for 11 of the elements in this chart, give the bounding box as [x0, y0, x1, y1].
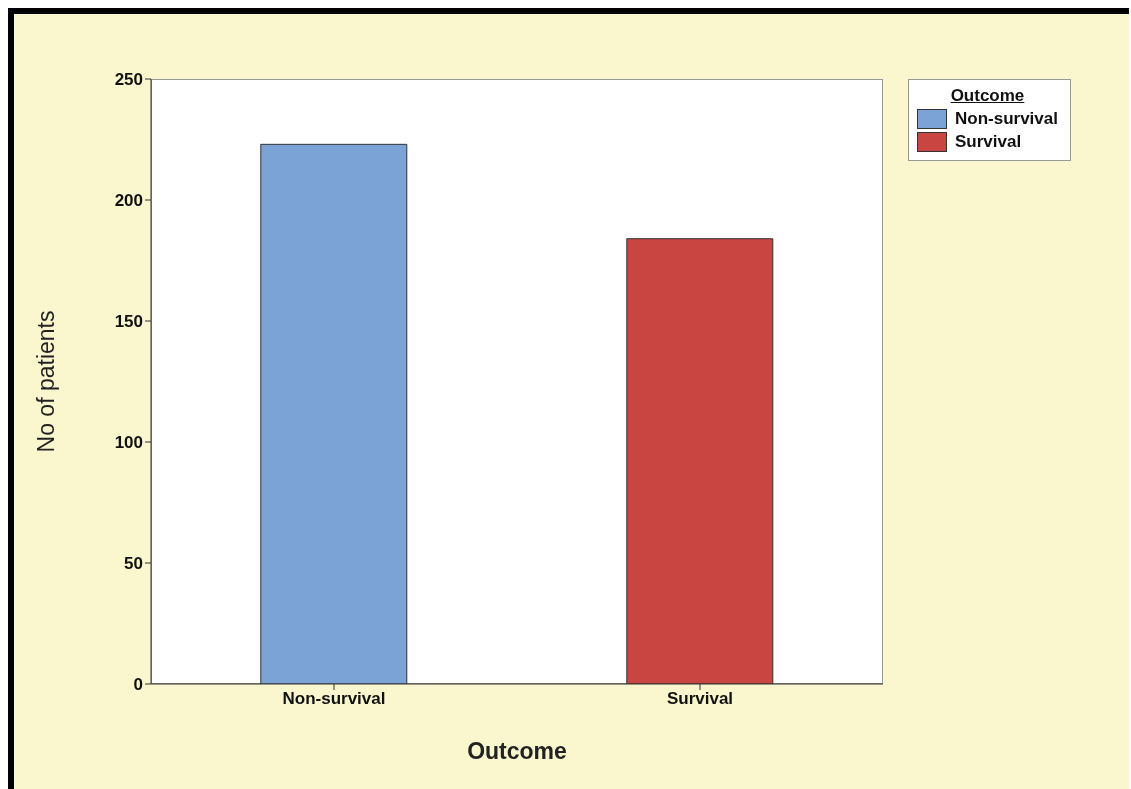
y-tick-label: 200 [114, 191, 143, 211]
y-tick-label: 100 [114, 433, 143, 453]
legend-label: Survival [955, 132, 1022, 152]
legend-label: Non-survival [955, 109, 1058, 129]
y-tick-label: 150 [114, 312, 143, 332]
x-axis-title: Outcome [467, 738, 567, 764]
y-axis-title: No of patients [33, 310, 60, 453]
y-tick-label: 250 [114, 70, 143, 90]
y-tick-label: 0 [133, 675, 143, 695]
legend-title: Outcome [949, 86, 1026, 106]
y-tick-label: 50 [124, 554, 143, 574]
